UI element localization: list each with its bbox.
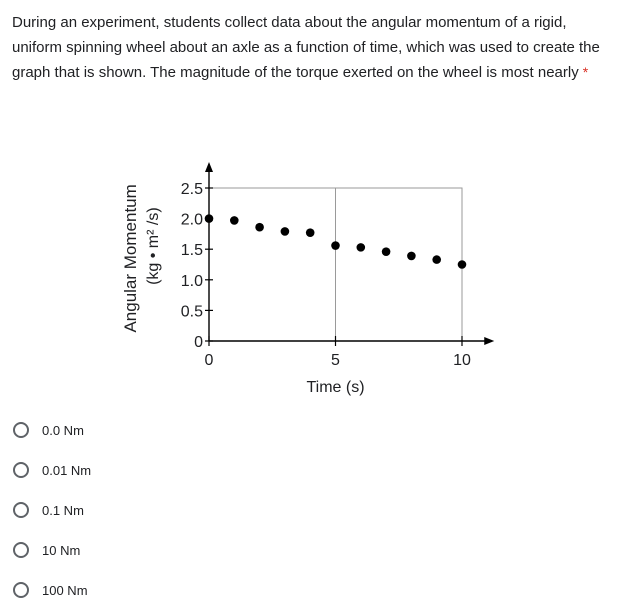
option-label: 0.0 Nm xyxy=(42,422,84,438)
y-tick-label: 1.5 xyxy=(181,242,203,259)
option-label: 10 Nm xyxy=(42,542,81,558)
required-marker: * xyxy=(582,64,589,80)
option-label: 100 Nm xyxy=(42,582,88,598)
angular-momentum-chart: 0 0.5 1.0 1.5 2.0 2.5 0 5 10 Time (s) Angular Mome… xyxy=(110,140,510,400)
option-0-01-nm[interactable]: 0.01 Nm xyxy=(12,450,312,490)
y-axis-title: Angular Momentum xyxy=(121,184,140,332)
data-point xyxy=(432,255,442,264)
question-text: During an experiment, students collect d… xyxy=(12,10,608,85)
option-label: 0.1 Nm xyxy=(42,502,84,518)
radio-icon[interactable] xyxy=(13,462,29,478)
question-body: During an experiment, students collect d… xyxy=(12,14,600,81)
option-0-0-nm[interactable]: 0.0 Nm xyxy=(12,410,312,450)
data-point xyxy=(204,214,214,223)
option-0-1-nm[interactable]: 0.1 Nm xyxy=(12,490,312,530)
radio-icon[interactable] xyxy=(13,502,29,518)
option-10-nm[interactable]: 10 Nm xyxy=(12,530,312,570)
x-axis-title: Time (s) xyxy=(306,379,364,396)
data-point xyxy=(381,247,391,256)
radio-icon[interactable] xyxy=(13,422,29,438)
data-point xyxy=(331,241,340,250)
data-point xyxy=(356,243,366,252)
x-axis-arrow xyxy=(484,337,495,345)
chart-svg: 0 0.5 1.0 1.5 2.0 2.5 0 5 10 Time (s) Angular Mome… xyxy=(121,162,495,396)
option-label: 0.01 Nm xyxy=(42,462,92,478)
x-tick-label: 0 xyxy=(205,352,214,369)
radio-icon[interactable] xyxy=(13,582,29,598)
y-tick-label: 1.0 xyxy=(181,273,203,290)
x-tick-label: 10 xyxy=(453,352,471,369)
data-point xyxy=(457,260,467,269)
y-axis-units: (kg • m² /s) xyxy=(145,207,162,285)
y-axis-arrow xyxy=(205,162,213,172)
x-tick-label: 5 xyxy=(331,352,340,369)
y-tick-label: 0.5 xyxy=(181,303,203,320)
answer-options: 0.0 Nm 0.01 Nm 0.1 Nm 10 Nm 100 Nm xyxy=(12,410,312,610)
y-tick-label: 0 xyxy=(194,334,203,351)
y-tick-label: 2.5 xyxy=(181,181,203,198)
data-point xyxy=(305,228,315,237)
data-point xyxy=(230,216,239,225)
data-point xyxy=(255,222,264,232)
option-100-nm[interactable]: 100 Nm xyxy=(12,570,312,610)
data-point xyxy=(280,227,290,236)
radio-icon[interactable] xyxy=(13,542,29,558)
data-point xyxy=(407,251,416,261)
y-tick-label: 2.0 xyxy=(181,212,203,229)
